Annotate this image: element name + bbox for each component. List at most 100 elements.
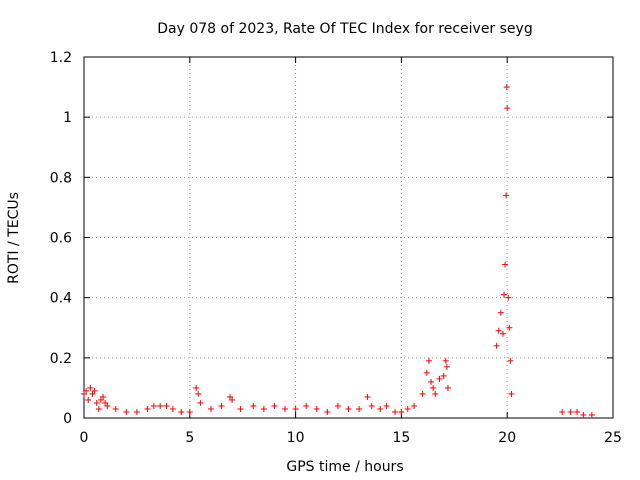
data-point — [383, 402, 390, 409]
data-point — [292, 405, 299, 412]
data-point — [313, 405, 320, 412]
data-point — [97, 396, 104, 403]
data-point — [440, 372, 447, 379]
data-point — [425, 357, 432, 364]
x-tick-label: 5 — [185, 430, 194, 446]
data-point — [430, 384, 437, 391]
data-point — [411, 402, 418, 409]
data-point — [282, 405, 289, 412]
y-tick-label: 0.2 — [50, 351, 72, 367]
y-tick-label: 1 — [63, 110, 72, 126]
data-point — [404, 405, 411, 412]
y-axis-label: ROTI / TECUs — [6, 192, 22, 284]
x-tick-label: 10 — [287, 430, 305, 446]
data-point — [133, 408, 140, 415]
data-point — [398, 408, 405, 415]
data-point — [271, 402, 278, 409]
data-point — [442, 357, 449, 364]
data-point — [102, 399, 109, 406]
data-point — [508, 390, 515, 397]
data-point — [195, 390, 202, 397]
data-point — [432, 390, 439, 397]
y-tick-label: 0 — [63, 411, 72, 427]
y-tick-label: 0.4 — [50, 291, 72, 307]
x-tick-label: 25 — [604, 430, 622, 446]
data-point — [497, 309, 504, 316]
data-point — [93, 399, 100, 406]
data-point — [144, 405, 151, 412]
data-point — [229, 396, 236, 403]
data-point — [505, 294, 512, 301]
data-point — [368, 402, 375, 409]
data-point — [260, 405, 267, 412]
grid-lines — [84, 57, 613, 418]
data-point — [334, 402, 341, 409]
data-points — [81, 84, 595, 418]
data-point — [377, 405, 384, 412]
data-point — [506, 324, 513, 331]
data-point — [423, 369, 430, 376]
data-point — [197, 399, 204, 406]
x-tick-label: 15 — [392, 430, 410, 446]
x-tick-labels: 0 5 10 15 20 25 — [80, 430, 622, 446]
data-point — [303, 402, 310, 409]
data-point — [207, 405, 214, 412]
plot-frame — [83, 56, 614, 419]
data-point — [193, 384, 200, 391]
data-point — [499, 330, 506, 337]
data-point — [324, 408, 331, 415]
data-point — [169, 405, 176, 412]
data-point — [428, 378, 435, 385]
data-point — [157, 402, 164, 409]
data-point — [81, 390, 87, 397]
data-point — [150, 402, 157, 409]
data-point — [100, 393, 107, 400]
data-point — [163, 402, 170, 409]
data-point — [392, 408, 399, 415]
y-tick-label: 0.8 — [50, 170, 72, 186]
data-point — [443, 363, 450, 370]
data-point — [419, 390, 426, 397]
data-point — [574, 408, 581, 415]
data-point — [85, 396, 92, 403]
data-point — [507, 357, 514, 364]
data-point — [503, 84, 510, 91]
data-point — [237, 405, 244, 412]
data-point — [567, 408, 574, 415]
data-point — [493, 342, 500, 349]
data-point — [364, 393, 371, 400]
x-tick-label: 20 — [498, 430, 516, 446]
data-point — [87, 384, 94, 391]
data-point — [501, 291, 508, 298]
y-tick-label: 0.6 — [50, 231, 72, 247]
chart-title: Day 078 of 2023, Rate Of TEC Index for r… — [157, 21, 532, 37]
data-point — [91, 387, 98, 394]
data-point — [112, 405, 119, 412]
data-point — [502, 261, 509, 268]
data-point — [495, 327, 502, 334]
data-point — [356, 405, 363, 412]
data-point — [444, 384, 451, 391]
data-point — [104, 402, 111, 409]
data-point — [186, 408, 193, 415]
y-tick-label: 1.2 — [50, 50, 72, 66]
data-point — [89, 390, 96, 397]
data-point — [504, 105, 511, 112]
data-point — [218, 402, 225, 409]
data-point — [227, 393, 234, 400]
x-axis-label: GPS time / hours — [286, 459, 403, 475]
y-tick-labels: 0 0.2 0.4 0.6 0.8 1 1.2 — [50, 50, 72, 427]
data-point — [83, 387, 90, 394]
data-point — [503, 192, 510, 199]
data-point — [588, 411, 595, 418]
data-point — [123, 408, 130, 415]
data-point — [95, 405, 102, 412]
data-point — [580, 411, 587, 418]
data-point — [345, 405, 352, 412]
data-point — [559, 408, 566, 415]
x-tick-label: 0 — [80, 430, 89, 446]
data-point — [178, 408, 185, 415]
data-point — [436, 375, 443, 382]
data-point — [250, 402, 257, 409]
